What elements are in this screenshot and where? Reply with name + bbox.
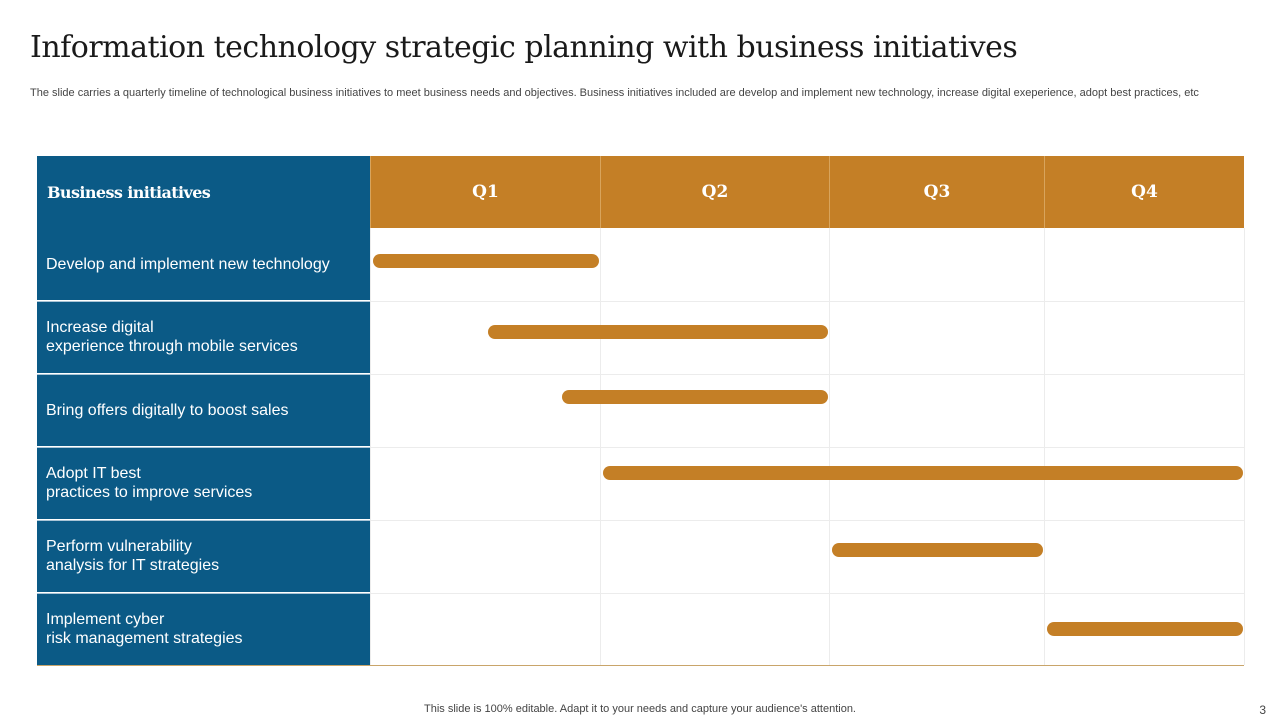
grid-hline (370, 593, 1244, 594)
timeline-bar (373, 254, 599, 268)
grid-vline (370, 228, 371, 665)
initiative-label: Bring offers digitally to boost sales (37, 374, 370, 446)
header-q3: Q3 (829, 156, 1044, 228)
row-separator (37, 374, 370, 375)
initiative-label: Adopt IT best practices to improve servi… (37, 447, 370, 519)
grid-vline (829, 228, 830, 665)
initiative-label: Increase digital experience through mobi… (37, 301, 370, 373)
table-bottom-border (37, 665, 1244, 666)
grid-vline (1044, 228, 1045, 665)
header-q1: Q1 (370, 156, 600, 228)
timeline-bar (561, 390, 828, 404)
row-separator (37, 593, 370, 594)
header-business-initiatives: Business initiatives (37, 156, 370, 228)
initiative-label: Develop and implement new technology (37, 228, 370, 300)
initiatives-timeline-table: Business initiatives Q1 Q2 Q3 Q4 Develop… (37, 156, 1245, 666)
grid-vline (1244, 228, 1245, 665)
slide-subtitle: The slide carries a quarterly timeline o… (30, 87, 1199, 99)
initiative-label: Implement cyber risk management strategi… (37, 593, 370, 665)
grid-hline (370, 374, 1244, 375)
timeline-bar (832, 543, 1043, 557)
grid-vline (600, 228, 601, 665)
footer-note: This slide is 100% editable. Adapt it to… (424, 703, 856, 715)
row-separator (37, 447, 370, 448)
row-separator (37, 301, 370, 302)
timeline-bar (1047, 622, 1243, 636)
grid-hline (370, 447, 1244, 448)
page-number: 3 (1259, 703, 1266, 717)
timeline-bar (488, 325, 828, 339)
slide-title: Information technology strategic plannin… (30, 30, 1018, 65)
initiative-label: Perform vulnerability analysis for IT st… (37, 520, 370, 592)
grid-hline (370, 520, 1244, 521)
header-q4: Q4 (1044, 156, 1244, 228)
timeline-bar (603, 466, 1243, 480)
header-q2: Q2 (600, 156, 829, 228)
grid-hline (370, 301, 1244, 302)
row-separator (37, 520, 370, 521)
